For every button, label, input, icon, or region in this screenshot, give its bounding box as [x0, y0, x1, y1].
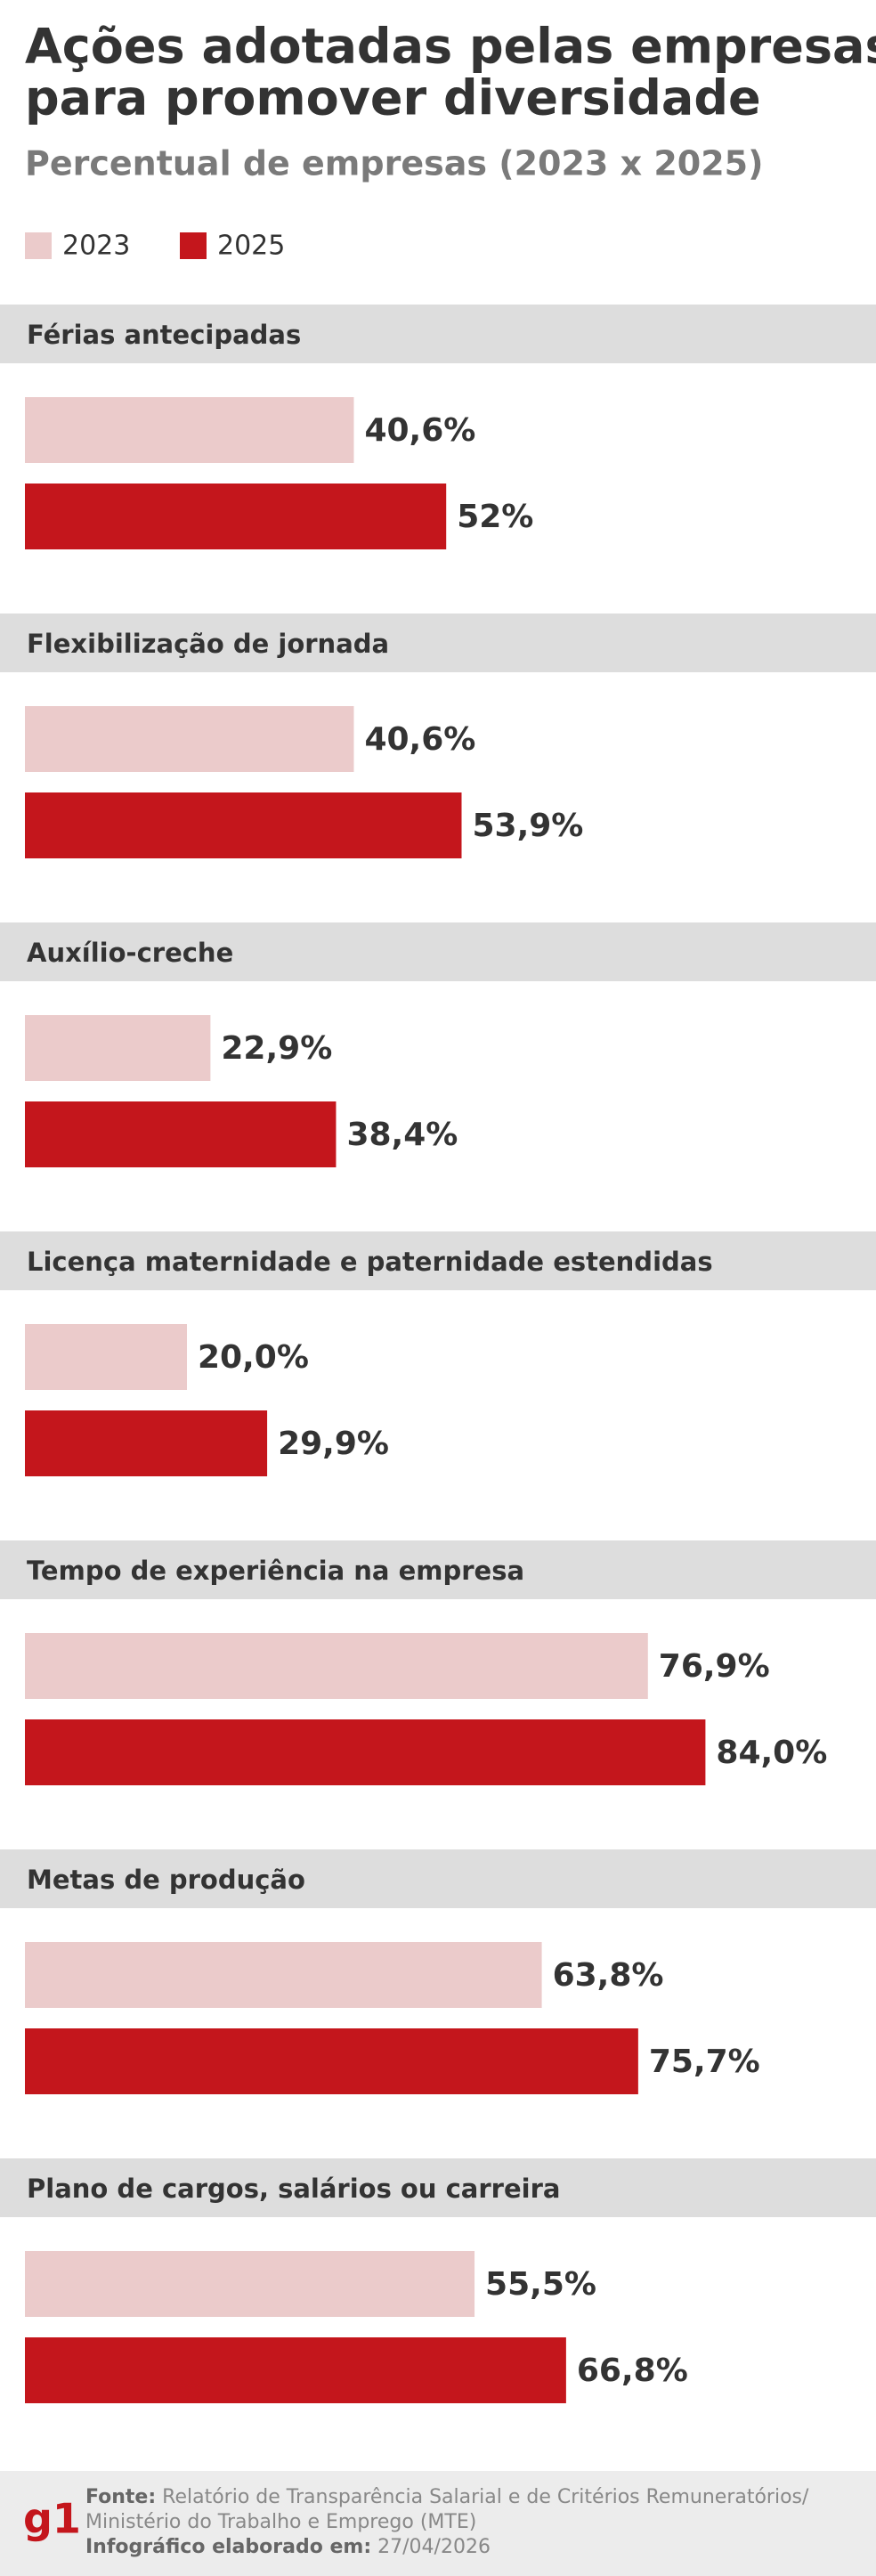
date-label: Infográfico elaborado em:: [85, 2536, 371, 2558]
logo: g1: [23, 2495, 81, 2543]
value-label: 84,0%: [716, 1735, 827, 1771]
legend-swatch: [180, 232, 207, 259]
value-label: 38,4%: [346, 1117, 458, 1153]
bar: [25, 1633, 648, 1699]
bar: [25, 1015, 211, 1081]
legend-label: 2023: [62, 231, 130, 262]
legend-label: 2025: [217, 231, 285, 262]
value-label: 66,8%: [577, 2353, 688, 2389]
value-label: 76,9%: [659, 1648, 770, 1685]
bar: [25, 706, 354, 772]
category-label: Tempo de experiência na empresa: [27, 1556, 524, 1586]
value-label: 75,7%: [649, 2044, 760, 2080]
category-band: [0, 305, 876, 363]
category-band: [0, 614, 876, 672]
value-label: 40,6%: [364, 721, 475, 758]
value-label: 52%: [457, 499, 533, 535]
chart-title: para promover diversidade: [25, 70, 761, 126]
bar: [25, 2337, 566, 2403]
bar: [25, 2251, 475, 2317]
footer-bg: [0, 2471, 876, 2576]
source-text: Ministério do Trabalho e Emprego (MTE): [85, 2511, 476, 2533]
value-label: 29,9%: [278, 1426, 389, 1462]
category-label: Licença maternidade e paternidade estend…: [27, 1247, 713, 1277]
bar: [25, 1324, 187, 1390]
value-label: 53,9%: [472, 808, 583, 844]
chart-title: Ações adotadas pelas empresas: [25, 19, 876, 75]
legend-swatch: [25, 232, 52, 259]
date: Infográfico elaborado em: 27/04/2026: [85, 2536, 491, 2558]
bar: [25, 2028, 638, 2094]
source-text: Relatório de Transparência Salarial e de…: [162, 2486, 809, 2508]
bar: [25, 1101, 337, 1167]
value-label: 63,8%: [553, 1957, 664, 1994]
bar: [25, 484, 447, 549]
bar: [25, 1410, 268, 1476]
category-label: Plano de cargos, salários ou carreira: [27, 2174, 560, 2204]
value-label: 22,9%: [221, 1030, 332, 1067]
value-label: 20,0%: [198, 1339, 309, 1376]
value-label: 55,5%: [485, 2266, 596, 2303]
category-label: Flexibilização de jornada: [27, 629, 389, 659]
category-label: Férias antecipadas: [27, 320, 301, 350]
value-label: 40,6%: [364, 412, 475, 449]
category-band: [0, 922, 876, 981]
category-band: [0, 1231, 876, 1290]
bar: [25, 397, 354, 463]
chart-subtitle: Percentual de empresas (2023 x 2025): [25, 144, 763, 183]
category-label: Metas de produção: [27, 1865, 305, 1895]
bar: [25, 792, 462, 858]
date-text: 27/04/2026: [377, 2536, 491, 2558]
source: Fonte: Relatório de Transparência Salari…: [85, 2486, 809, 2508]
category-label: Auxílio-creche: [27, 938, 233, 968]
category-band: [0, 2158, 876, 2217]
source-label: Fonte:: [85, 2486, 156, 2508]
bar: [25, 1942, 542, 2008]
bar: [25, 1719, 706, 1785]
category-band: [0, 1849, 876, 1908]
category-band: [0, 1540, 876, 1599]
